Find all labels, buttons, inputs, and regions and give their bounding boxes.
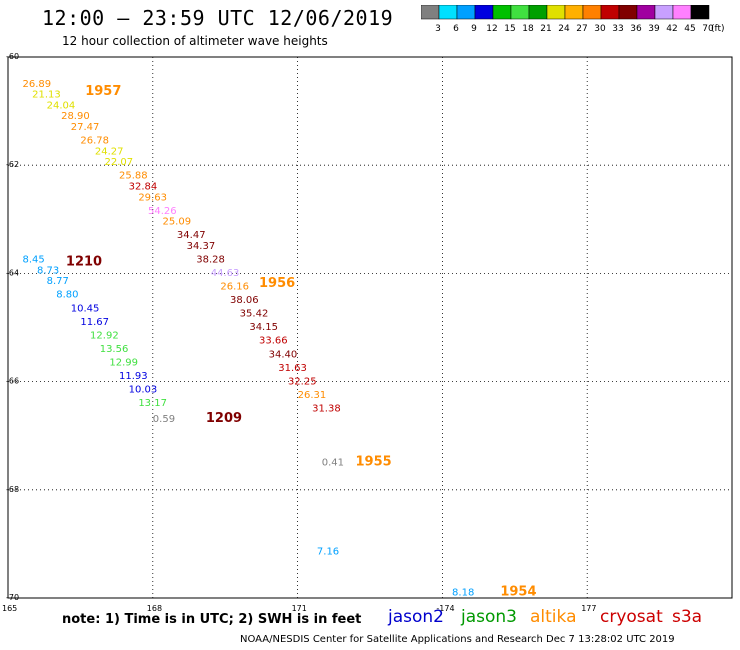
data-point-label: 35.42 bbox=[240, 309, 269, 320]
plot-frame bbox=[7, 56, 733, 599]
data-point-label: 8.80 bbox=[56, 290, 78, 301]
data-point-label: 12.99 bbox=[109, 357, 138, 368]
pass-time-label: 1208 bbox=[404, 611, 440, 612]
colorbar-label: 9 bbox=[471, 24, 477, 34]
data-point-label: 32.84 bbox=[129, 182, 158, 193]
data-point-label: 29.63 bbox=[138, 192, 167, 203]
data-point-label: 44.63 bbox=[211, 268, 240, 279]
pass-time-label: 1209 bbox=[206, 411, 242, 426]
pass-time-label: 1957 bbox=[85, 84, 121, 99]
satellite-legend-cryosat: cryosat bbox=[600, 607, 663, 627]
colorbar-label: 12 bbox=[486, 24, 497, 34]
x-tick-label: -174 bbox=[436, 604, 454, 612]
satellite-legend-s3a: s3a bbox=[672, 607, 703, 627]
y-tick-label: -70 bbox=[6, 593, 19, 602]
data-point-label: 7.16 bbox=[317, 547, 339, 558]
data-point-label: 10.45 bbox=[71, 303, 100, 314]
colorbar-label: 6 bbox=[453, 24, 459, 34]
data-point-label: 0.41 bbox=[322, 457, 344, 468]
data-point-label: 0.59 bbox=[153, 414, 175, 425]
data-point-label: 21.13 bbox=[32, 90, 61, 101]
data-point-label: 26.16 bbox=[220, 282, 249, 293]
y-tick-label: -66 bbox=[6, 377, 19, 386]
x-tick-label: 168 bbox=[147, 604, 162, 612]
data-point-label: 13.56 bbox=[100, 344, 129, 355]
colorbar-label: 33 bbox=[612, 24, 623, 34]
data-point-label: 31.63 bbox=[278, 363, 307, 374]
data-point-label: 10.03 bbox=[129, 384, 158, 395]
data-point-label: 8.73 bbox=[37, 265, 59, 276]
colorbar-label: 42 bbox=[666, 24, 677, 34]
page-subtitle: 12 hour collection of altimeter wave hei… bbox=[62, 34, 328, 48]
colorbar-label: 45 bbox=[684, 24, 695, 34]
page-title: 12:00 – 23:59 UTC 12/06/2019 bbox=[42, 6, 394, 30]
data-point-label: 25.88 bbox=[119, 171, 148, 182]
colorbar-label: 70 bbox=[702, 24, 714, 34]
data-point-label: 8.45 bbox=[22, 255, 44, 266]
data-point-label: 54.26 bbox=[148, 206, 177, 217]
colorbar-label: 30 bbox=[594, 24, 606, 34]
data-point-label: 32.25 bbox=[288, 376, 317, 387]
data-point-label: 38.28 bbox=[196, 255, 225, 266]
data-point-label: 25.09 bbox=[162, 217, 191, 228]
data-point-label: 27.47 bbox=[71, 122, 100, 133]
colorbar-label: 3 bbox=[435, 24, 441, 34]
data-point-label: 13.17 bbox=[138, 398, 167, 409]
data-point-label: 24.04 bbox=[47, 100, 76, 111]
data-point-label: 28.90 bbox=[61, 111, 90, 122]
y-tick-label: -68 bbox=[6, 485, 19, 494]
colorbar-label: 39 bbox=[648, 24, 660, 34]
color-scale-legend: 3 6 9 12 15 18 21 24 27 30 33 36 39 42 45 70(ft) bbox=[421, 5, 725, 34]
data-point-label: 34.15 bbox=[249, 322, 278, 333]
colorbar-label: 18 bbox=[522, 24, 534, 34]
data-point-label: 24.27 bbox=[95, 146, 124, 157]
data-point-label: 33.66 bbox=[259, 336, 288, 347]
colorbar-label: 15 bbox=[504, 24, 515, 34]
x-tick-label: 171 bbox=[292, 604, 307, 612]
credit-line: NOAA/NESDIS Center for Satellite Applica… bbox=[240, 634, 675, 645]
satellite-legend-jason2: jason2 bbox=[388, 607, 444, 627]
footnote: note: 1) Time is in UTC; 2) SWH is in fe… bbox=[62, 612, 362, 627]
pass-time-label: 1954 bbox=[500, 584, 536, 599]
colorbar-swatch bbox=[690, 5, 710, 20]
x-tick-label: 177 bbox=[581, 604, 596, 612]
y-tick-label: -62 bbox=[6, 160, 19, 169]
data-point-label: 34.40 bbox=[269, 349, 298, 360]
satellite-legend-jason3: jason3 bbox=[461, 607, 517, 627]
y-tick-label: -60 bbox=[6, 52, 19, 61]
data-point-label: 11.93 bbox=[119, 371, 148, 382]
data-point-label: 38.06 bbox=[230, 295, 259, 306]
data-point-label: 34.37 bbox=[187, 241, 216, 252]
data-point-label: 22.07 bbox=[105, 157, 134, 168]
data-point-label: 12.92 bbox=[90, 330, 119, 341]
pass-time-label: 1955 bbox=[356, 454, 392, 469]
pass-time-label: 1956 bbox=[259, 276, 295, 291]
data-point-label: 8.77 bbox=[47, 276, 69, 287]
colorbar-label: 21 bbox=[540, 24, 551, 34]
x-tick-label: 165 bbox=[2, 604, 17, 612]
data-point-label: 26.78 bbox=[80, 136, 109, 147]
data-point-label: 26.89 bbox=[22, 79, 51, 90]
data-point-label: 34.47 bbox=[177, 230, 206, 241]
data-point-label: 8.18 bbox=[452, 587, 474, 598]
data-point-label: 31.38 bbox=[312, 403, 341, 414]
y-tick-label: -64 bbox=[6, 268, 19, 277]
colorbar-label: 36 bbox=[630, 24, 642, 34]
colorbar-label: 27 bbox=[576, 24, 587, 34]
data-point-label: 11.67 bbox=[80, 317, 109, 328]
satellite-legend-altika: altika bbox=[530, 607, 577, 627]
colorbar-label: 24 bbox=[558, 24, 570, 34]
pass-time-label: 1210 bbox=[66, 254, 102, 269]
colorbar-unit: (ft) bbox=[711, 24, 725, 34]
data-point-label: 26.31 bbox=[298, 390, 327, 401]
